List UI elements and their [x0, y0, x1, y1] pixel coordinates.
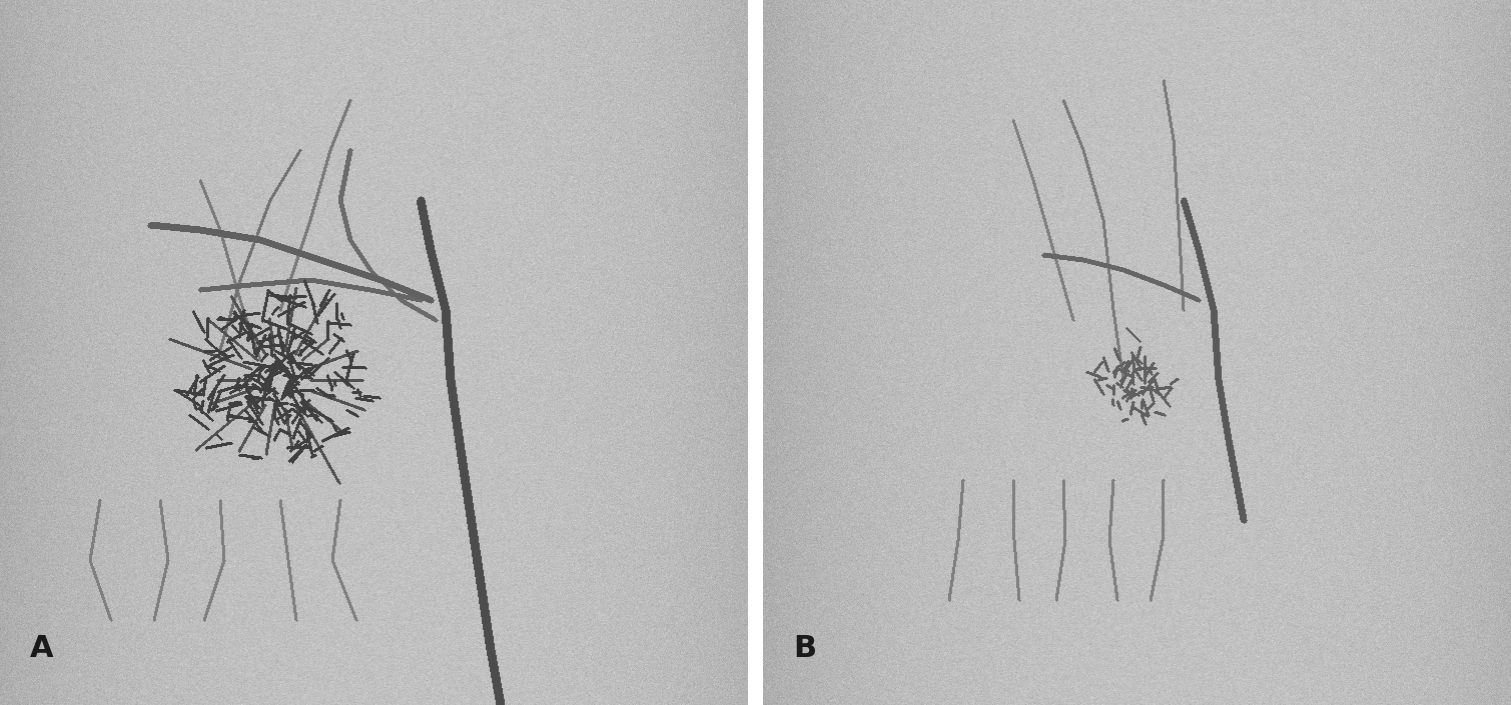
Text: B: B — [793, 634, 816, 663]
Text: A: A — [30, 634, 53, 663]
